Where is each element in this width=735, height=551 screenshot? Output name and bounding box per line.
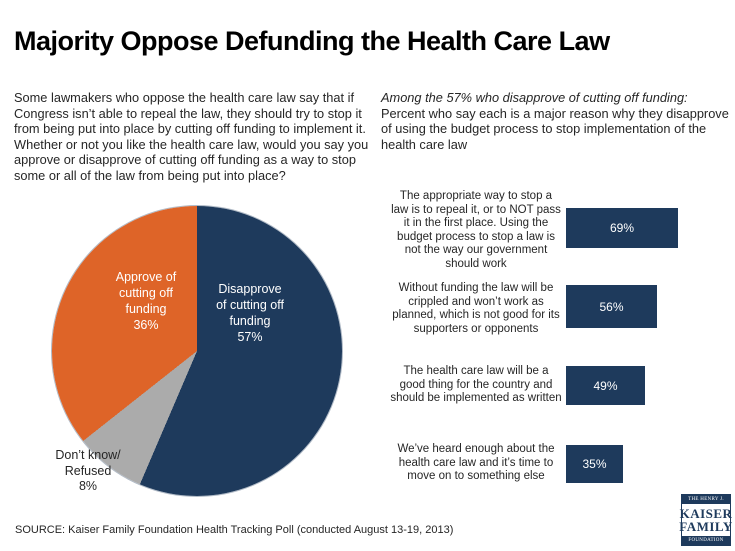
- pie-slice-label-disapprove: Disapprove of cutting off funding 57%: [216, 282, 284, 344]
- logo-wordmark: KAISER FAMILY: [679, 504, 733, 536]
- page-title: Majority Oppose Defunding the Health Car…: [14, 26, 610, 56]
- bar-value-label: 35%: [582, 457, 607, 471]
- kaiser-family-foundation-logo: THE HENRY J. KAISER FAMILY FOUNDATION: [679, 494, 733, 546]
- logo-text-foundation: FOUNDATION: [682, 536, 730, 545]
- bar-value-label: 69%: [609, 221, 635, 235]
- reason-category-label: Without funding the law will be crippled…: [392, 282, 560, 335]
- reason-category-label: The appropriate way to stop a law is to …: [391, 190, 561, 270]
- reason-bar: 49%: [566, 366, 645, 405]
- reason-bar: 35%: [566, 445, 623, 483]
- logo-text-the-henry-j: THE HENRY J.: [682, 495, 730, 504]
- subtitle-rest: Percent who say each is a major reason w…: [381, 105, 729, 152]
- reason-category-label: We’ve heard enough about the health care…: [397, 443, 555, 482]
- logo-text-kaiser: KAISER: [679, 506, 733, 521]
- reason-bar: 56%: [566, 285, 657, 328]
- pie-chart: Approve of cutting off funding 36% Disap…: [52, 206, 342, 496]
- logo-text-family: FAMILY: [679, 519, 733, 534]
- pie-slice-label-dont-know: Don’t know/ Refused 8%: [55, 448, 121, 493]
- bar-value-label: 49%: [593, 378, 618, 393]
- right-panel-subtitle: Among the 57% who disapprove of cutting …: [381, 90, 729, 152]
- reason-bar: 69%: [566, 208, 678, 248]
- subtitle-italic-lead: Among the 57% who disapprove of cutting …: [381, 90, 688, 105]
- reason-category-label: The health care law will be a good thing…: [390, 365, 562, 404]
- survey-question-text: Some lawmakers who oppose the health car…: [14, 90, 369, 183]
- bar-value-label: 56%: [599, 299, 624, 314]
- source-citation: SOURCE: Kaiser Family Foundation Health …: [15, 524, 454, 536]
- pie-slice-label-approve: Approve of cutting off funding 36%: [115, 270, 177, 332]
